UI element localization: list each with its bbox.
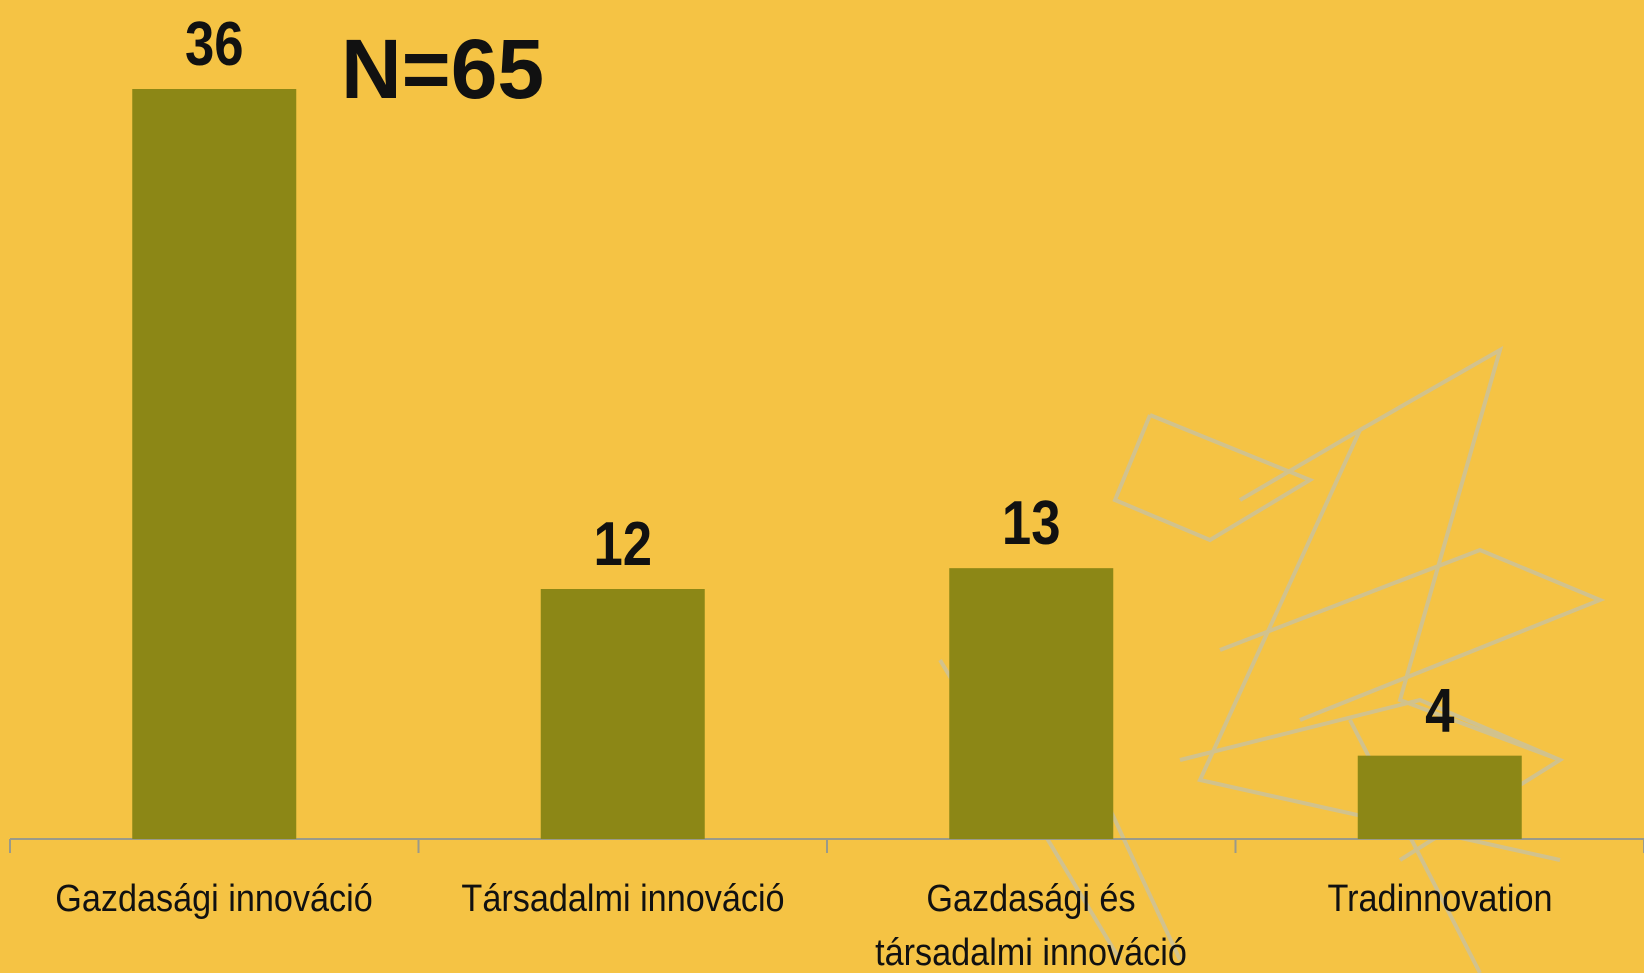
value-label: 4 (1425, 677, 1454, 746)
value-label: 36 (185, 10, 244, 79)
chart: N=65 36 12 13 4 (0, 0, 1644, 973)
x-tick-label: Gazdasági innováció (43, 872, 385, 926)
bar (1358, 756, 1522, 839)
x-tick-label: Gazdasági és társadalmi innováció (869, 872, 1193, 973)
slide: N=65 36 12 13 4 Gazdasági innováció Társadal… (0, 0, 1644, 973)
bar (949, 568, 1113, 839)
x-tick-label: Tradinnovation (1269, 872, 1611, 926)
bar (541, 589, 705, 839)
x-tick-label: Társadalmi innováció (452, 872, 794, 926)
value-label: 12 (593, 510, 652, 579)
bar (132, 89, 296, 839)
value-label: 13 (1002, 489, 1061, 558)
chart-title: N=65 (341, 22, 544, 116)
